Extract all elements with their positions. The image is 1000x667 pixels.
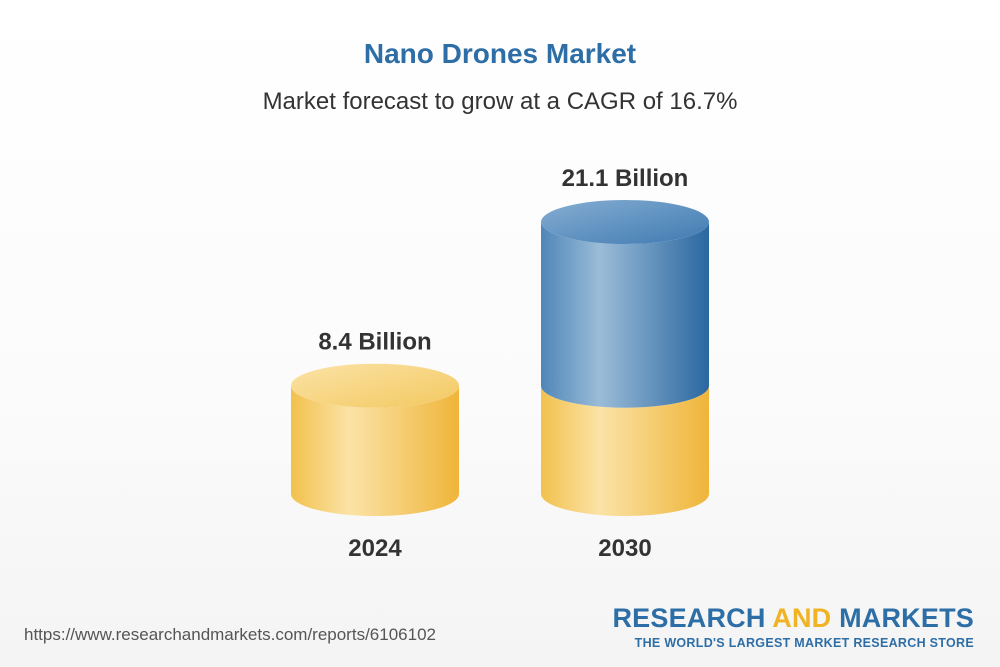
logo-word-research: RESEARCH	[612, 603, 773, 633]
brand-logo: RESEARCH AND MARKETS THE WORLD'S LARGEST…	[612, 603, 974, 651]
logo-word-and: AND	[772, 603, 832, 633]
chart-subtitle: Market forecast to grow at a CAGR of 16.…	[262, 88, 738, 115]
bar-2030-top-cap	[541, 200, 709, 244]
source-url[interactable]: https://www.researchandmarkets.com/repor…	[24, 625, 436, 644]
logo-wordmark: RESEARCH AND MARKETS	[612, 603, 974, 633]
bar-2030-base-segment	[541, 385, 709, 516]
bar-2024-top-cap	[291, 363, 459, 408]
bar-2024-base-segment	[291, 385, 459, 516]
data-label-2030: 21.1 Billion	[562, 165, 689, 192]
data-label-2024: 8.4 Billion	[318, 329, 431, 356]
chart-title: Nano Drones Market	[363, 38, 637, 69]
bar-2030-growth-segment	[541, 222, 709, 408]
category-label-2024: 2024	[348, 535, 402, 562]
logo-tagline: THE WORLD'S LARGEST MARKET RESEARCH STOR…	[634, 636, 974, 650]
logo-word-markets: MARKETS	[831, 603, 974, 633]
bars-group: 8.4 Billion 2024 21.1 Billion 2030	[291, 165, 709, 562]
category-label-2030: 2030	[598, 535, 651, 562]
